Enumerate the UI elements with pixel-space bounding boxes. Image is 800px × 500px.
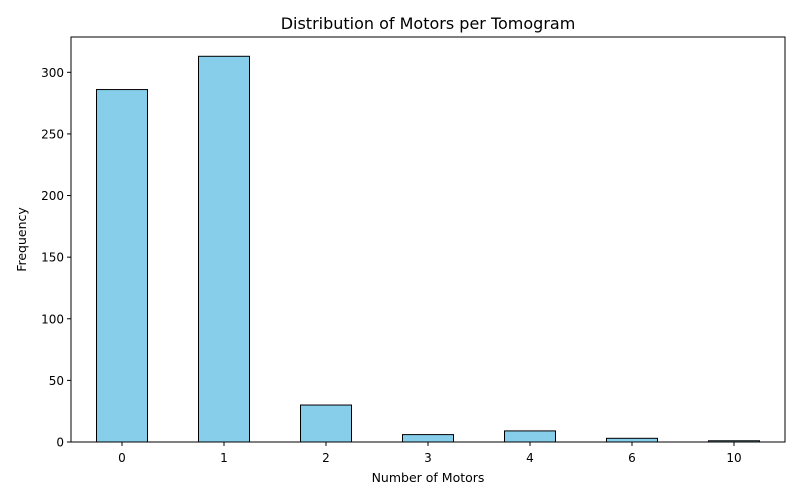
y-tick-label-50: 50 [49, 374, 64, 388]
y-tick-label-250: 250 [41, 127, 64, 141]
y-tick-label-0: 0 [56, 436, 64, 450]
y-axis-ticks: 0 50 100 150 200 250 300 [41, 66, 71, 450]
x-tick-label-3: 3 [424, 451, 432, 465]
bar-2 [300, 404, 352, 443]
x-axis-label: Number of Motors [372, 470, 485, 485]
bar-6 [606, 437, 658, 443]
plot-frame [70, 36, 786, 443]
bar-1 [198, 55, 250, 443]
y-tick-label-100: 100 [41, 312, 64, 326]
x-tick-label-6: 6 [628, 451, 636, 465]
x-tick-label-2: 2 [322, 451, 330, 465]
bar-4 [504, 430, 556, 443]
x-axis-ticks: 0 1 2 3 4 6 10 [118, 442, 742, 465]
y-axis-label: Frequency [14, 207, 29, 272]
axes-layer [70, 36, 786, 443]
y-tick-label-150: 150 [41, 251, 64, 265]
chart-title: Distribution of Motors per Tomogram [281, 14, 576, 33]
bar-0 [96, 89, 148, 443]
bars-layer [96, 55, 760, 443]
x-tick-label-10: 10 [726, 451, 741, 465]
y-tick-label-200: 200 [41, 189, 64, 203]
x-tick-label-1: 1 [220, 451, 228, 465]
x-tick-label-0: 0 [118, 451, 126, 465]
x-tick-label-4: 4 [526, 451, 534, 465]
bar-3 [402, 434, 454, 443]
y-tick-label-300: 300 [41, 66, 64, 80]
